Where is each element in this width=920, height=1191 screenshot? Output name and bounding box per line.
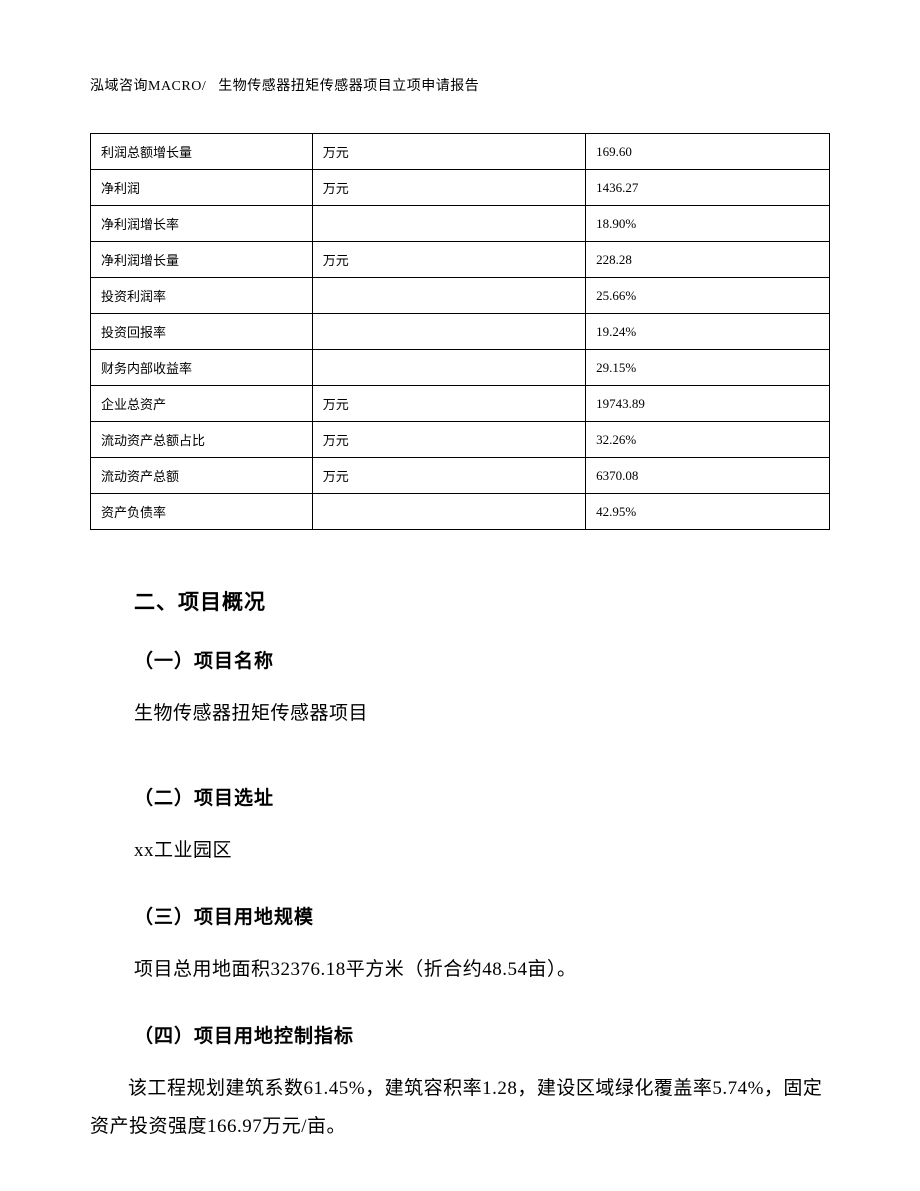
cell-unit: 万元 xyxy=(312,242,585,278)
cell-label: 净利润 xyxy=(91,170,313,206)
cell-unit: 万元 xyxy=(312,458,585,494)
table-row: 净利润增长率 18.90% xyxy=(91,206,830,242)
cell-unit: 万元 xyxy=(312,170,585,206)
table-row: 流动资产总额占比 万元 32.26% xyxy=(91,422,830,458)
subsection-title-4: （四）项目用地控制指标 xyxy=(134,1021,830,1048)
cell-value: 19.24% xyxy=(586,314,830,350)
cell-value: 228.28 xyxy=(586,242,830,278)
cell-label: 流动资产总额占比 xyxy=(91,422,313,458)
table-row: 资产负债率 42.95% xyxy=(91,494,830,530)
cell-value: 25.66% xyxy=(586,278,830,314)
cell-label: 投资利润率 xyxy=(91,278,313,314)
cell-unit xyxy=(312,350,585,386)
table-row: 净利润 万元 1436.27 xyxy=(91,170,830,206)
cell-label: 净利润增长率 xyxy=(91,206,313,242)
table-row: 企业总资产 万元 19743.89 xyxy=(91,386,830,422)
cell-value: 6370.08 xyxy=(586,458,830,494)
cell-unit xyxy=(312,314,585,350)
header-company: 泓域咨询MACRO/ xyxy=(90,79,206,94)
cell-value: 32.26% xyxy=(586,422,830,458)
subsection-title-1: （一）项目名称 xyxy=(134,646,830,673)
cell-label: 投资回报率 xyxy=(91,314,313,350)
table-row: 流动资产总额 万元 6370.08 xyxy=(91,458,830,494)
cell-value: 18.90% xyxy=(586,206,830,242)
cell-unit xyxy=(312,206,585,242)
cell-value: 1436.27 xyxy=(586,170,830,206)
cell-label: 资产负债率 xyxy=(91,494,313,530)
cell-label: 财务内部收益率 xyxy=(91,350,313,386)
table-row: 财务内部收益率 29.15% xyxy=(91,350,830,386)
financial-table: 利润总额增长量 万元 169.60 净利润 万元 1436.27 净利润增长率 … xyxy=(90,133,830,530)
section-main-title: 二、项目概况 xyxy=(134,586,830,616)
cell-value: 42.95% xyxy=(586,494,830,530)
subsection-title-3: （三）项目用地规模 xyxy=(134,902,830,929)
subsection-title-2: （二）项目选址 xyxy=(134,783,830,810)
table-row: 投资回报率 19.24% xyxy=(91,314,830,350)
table-row: 利润总额增长量 万元 169.60 xyxy=(91,134,830,170)
cell-label: 净利润增长量 xyxy=(91,242,313,278)
cell-label: 企业总资产 xyxy=(91,386,313,422)
cell-label: 利润总额增长量 xyxy=(91,134,313,170)
subsection-body-2: xx工业园区 xyxy=(134,832,830,870)
spacer xyxy=(134,765,830,783)
cell-unit xyxy=(312,494,585,530)
cell-value: 169.60 xyxy=(586,134,830,170)
content-section: 二、项目概况 （一）项目名称 生物传感器扭矩传感器项目 （二）项目选址 xx工业… xyxy=(90,586,830,1146)
cell-value: 19743.89 xyxy=(586,386,830,422)
document-page: 泓域咨询MACRO/ 生物传感器扭矩传感器项目立项申请报告 利润总额增长量 万元… xyxy=(0,0,920,1146)
header-title: 生物传感器扭矩传感器项目立项申请报告 xyxy=(218,79,479,94)
cell-unit: 万元 xyxy=(312,386,585,422)
cell-value: 29.15% xyxy=(586,350,830,386)
subsection-body-1: 生物传感器扭矩传感器项目 xyxy=(134,695,830,733)
table-row: 投资利润率 25.66% xyxy=(91,278,830,314)
subsection-body-4: 该工程规划建筑系数61.45%，建筑容积率1.28，建设区域绿化覆盖率5.74%… xyxy=(90,1070,830,1146)
subsection-body-3: 项目总用地面积32376.18平方米（折合约48.54亩）。 xyxy=(134,951,830,989)
cell-label: 流动资产总额 xyxy=(91,458,313,494)
cell-unit xyxy=(312,278,585,314)
cell-unit: 万元 xyxy=(312,422,585,458)
table-row: 净利润增长量 万元 228.28 xyxy=(91,242,830,278)
cell-unit: 万元 xyxy=(312,134,585,170)
page-header: 泓域咨询MACRO/ 生物传感器扭矩传感器项目立项申请报告 xyxy=(90,75,830,95)
